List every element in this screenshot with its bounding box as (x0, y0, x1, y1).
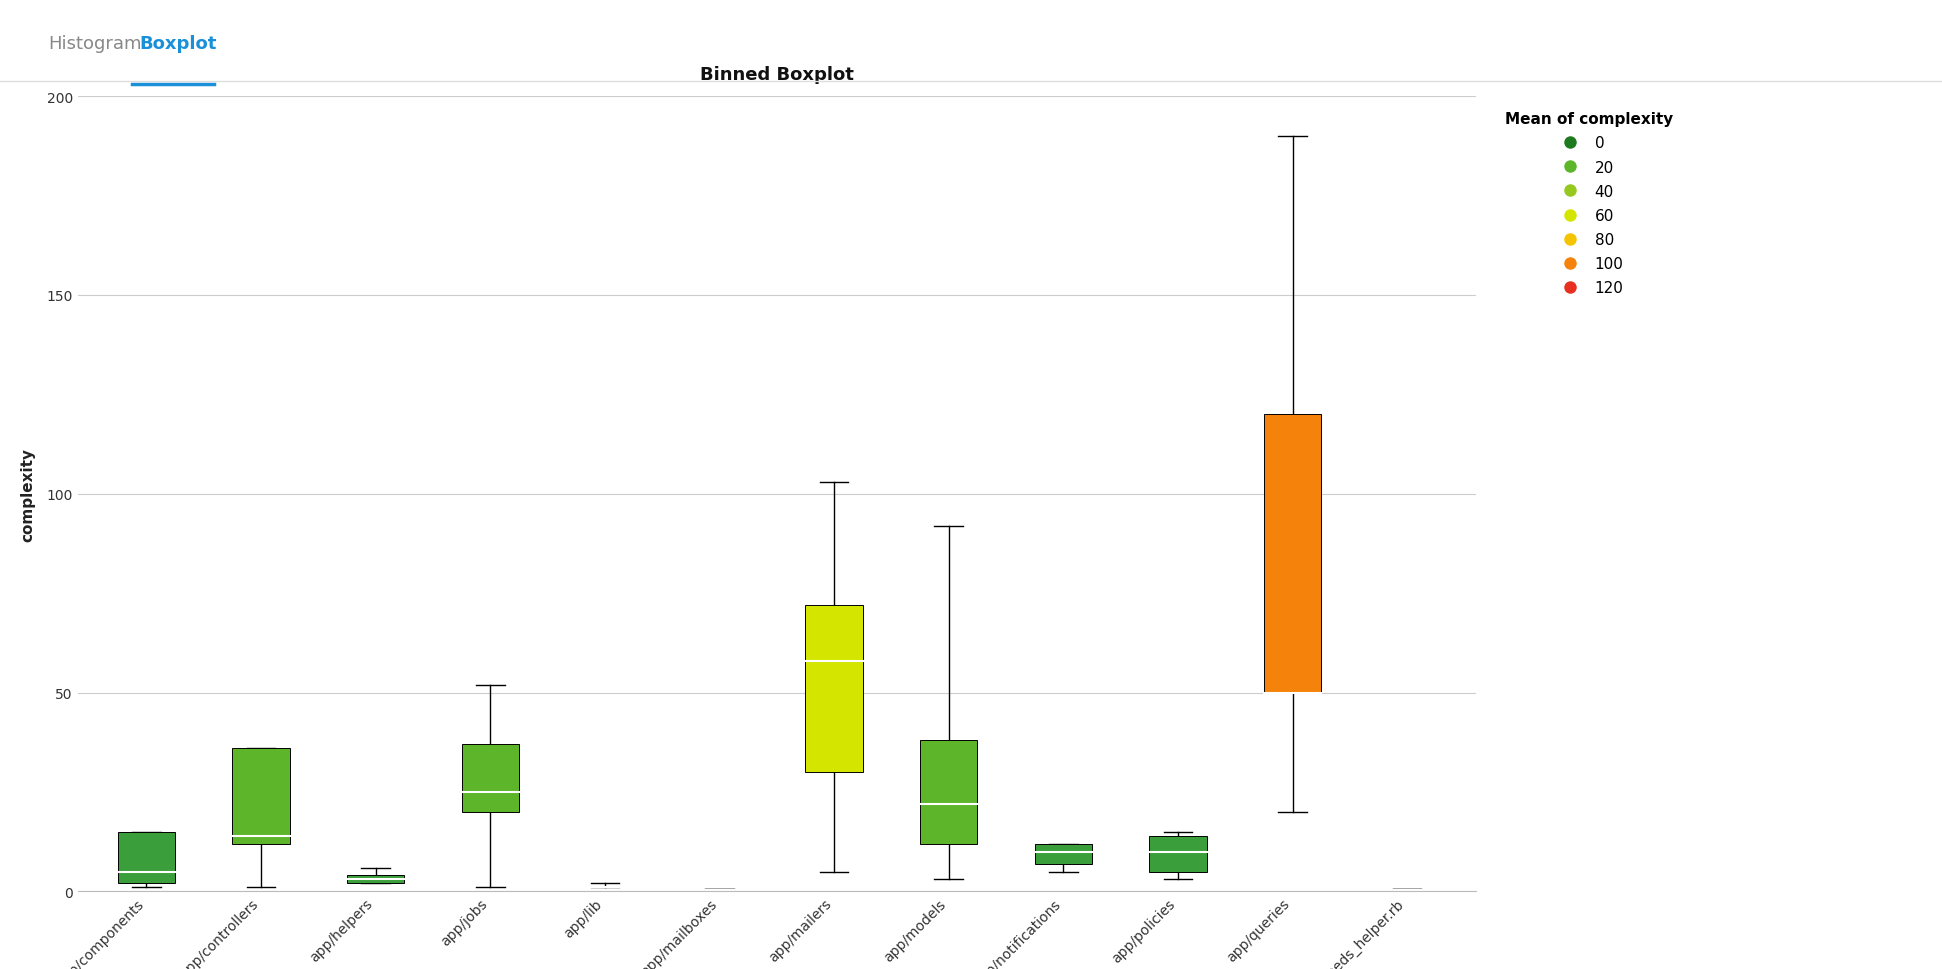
Title: Binned Boxplot: Binned Boxplot (699, 66, 854, 84)
Text: Histogram: Histogram (49, 35, 142, 52)
Legend: 0, 20, 40, 60, 80, 100, 120: 0, 20, 40, 60, 80, 100, 120 (1497, 105, 1682, 303)
Y-axis label: complexity: complexity (19, 448, 35, 541)
Bar (1035, 844, 1091, 863)
Bar (921, 740, 977, 844)
Bar (348, 876, 404, 884)
Bar (806, 606, 862, 772)
Bar (1264, 415, 1321, 693)
Bar (1150, 836, 1206, 872)
Bar (233, 748, 289, 844)
Text: Boxplot: Boxplot (140, 35, 218, 52)
Bar (462, 744, 519, 812)
Bar (118, 831, 175, 884)
